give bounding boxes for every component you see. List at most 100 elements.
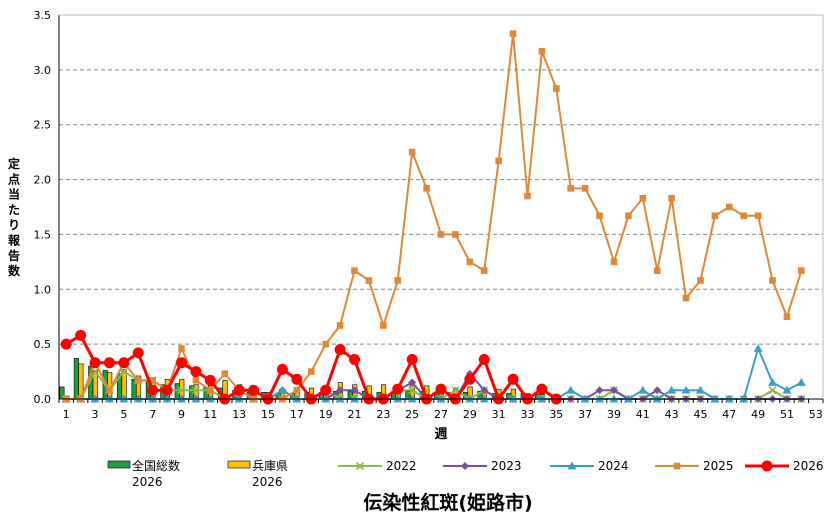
data-point bbox=[75, 329, 87, 341]
x-tick-label: 13 bbox=[232, 408, 246, 421]
data-point bbox=[495, 157, 502, 165]
data-point bbox=[782, 385, 792, 394]
x-tick-label: 7 bbox=[149, 408, 156, 421]
data-point bbox=[697, 277, 704, 284]
data-point bbox=[406, 354, 418, 366]
data-point bbox=[336, 386, 345, 395]
data-point bbox=[580, 394, 590, 403]
legend-label: 2026 bbox=[793, 459, 824, 473]
x-tick-label: 21 bbox=[348, 408, 362, 421]
data-point bbox=[132, 347, 144, 359]
x-tick-label: 37 bbox=[578, 408, 592, 421]
data-point bbox=[161, 384, 173, 396]
legend-item: 2022 bbox=[338, 459, 417, 473]
data-point bbox=[233, 384, 245, 396]
legend-label: 2024 bbox=[598, 459, 629, 473]
data-point bbox=[553, 85, 560, 92]
data-point bbox=[508, 394, 518, 403]
x-tick-label: 15 bbox=[261, 408, 275, 421]
x-tick-label: 41 bbox=[636, 408, 650, 421]
legend-item: 2024 bbox=[550, 459, 629, 473]
data-point bbox=[336, 322, 344, 329]
data-point bbox=[351, 267, 358, 274]
data-point bbox=[768, 386, 777, 395]
data-point bbox=[320, 384, 332, 396]
data-point bbox=[595, 386, 604, 395]
data-point bbox=[321, 394, 331, 403]
data-point bbox=[783, 313, 791, 321]
legend-item: 2026 bbox=[745, 459, 824, 473]
data-point bbox=[162, 394, 172, 403]
data-point bbox=[711, 212, 719, 220]
x-tick-label: 53 bbox=[809, 408, 823, 421]
data-point bbox=[673, 462, 681, 470]
x-tick-label: 11 bbox=[203, 408, 217, 421]
y-tick-label: 0.0 bbox=[34, 393, 52, 406]
data-point bbox=[652, 394, 662, 403]
data-point bbox=[176, 357, 188, 369]
y-tick-label: 2.0 bbox=[34, 174, 52, 187]
data-point bbox=[322, 340, 329, 348]
legend-swatch bbox=[227, 460, 251, 469]
x-tick-label: 51 bbox=[780, 408, 794, 421]
data-point bbox=[769, 277, 776, 284]
legend-item: 全国総数 2026 bbox=[107, 458, 180, 489]
data-point bbox=[436, 394, 446, 403]
x-tick-label: 9 bbox=[178, 408, 185, 421]
data-point bbox=[567, 461, 577, 470]
data-point bbox=[207, 386, 214, 394]
data-point bbox=[90, 394, 100, 403]
data-point bbox=[798, 267, 805, 274]
data-point bbox=[667, 385, 677, 394]
data-point bbox=[177, 394, 187, 403]
data-point bbox=[393, 394, 403, 403]
x-tick-label: 47 bbox=[722, 408, 736, 421]
data-point bbox=[119, 394, 129, 403]
data-point bbox=[133, 394, 143, 403]
data-point bbox=[695, 385, 705, 394]
legend-item: 2025 bbox=[655, 459, 734, 473]
data-point bbox=[668, 194, 675, 202]
legend-label: 2022 bbox=[386, 459, 417, 473]
data-point bbox=[408, 148, 416, 156]
data-point bbox=[465, 394, 475, 403]
data-point bbox=[435, 383, 447, 395]
data-point bbox=[461, 462, 469, 470]
data-point bbox=[480, 267, 488, 274]
data-point bbox=[177, 386, 186, 395]
data-point bbox=[355, 461, 365, 471]
data-point bbox=[423, 185, 430, 192]
legend-item: 2023 bbox=[443, 459, 522, 473]
data-point bbox=[538, 47, 546, 55]
line-series bbox=[60, 30, 806, 405]
data-point bbox=[394, 277, 402, 284]
data-point bbox=[610, 258, 618, 266]
data-point bbox=[147, 384, 159, 396]
chart-title: 伝染性紅斑(姫路市) bbox=[363, 491, 532, 514]
legend-item: 兵庫県 2026 bbox=[227, 459, 288, 489]
legend-label: 2023 bbox=[491, 459, 522, 473]
legend-label: 2026 bbox=[252, 475, 283, 489]
x-tick-label: 35 bbox=[549, 408, 563, 421]
x-axis-ticks: 1 3 5 7 9 11 13 15 17 19 21 23 25 27 29 31 33 35 37 39 41 43 4… bbox=[63, 408, 823, 421]
data-point bbox=[509, 30, 517, 37]
data-point bbox=[191, 386, 201, 395]
x-tick-label: 1 bbox=[63, 408, 70, 421]
data-point bbox=[307, 368, 315, 375]
data-point bbox=[191, 394, 201, 403]
x-tick-label: 27 bbox=[434, 408, 448, 421]
data-point bbox=[653, 267, 661, 274]
data-point bbox=[192, 377, 200, 384]
legend: 全国総数 2026 兵庫県 2026 2022 2023 2024 2025 2026 bbox=[107, 458, 824, 489]
data-point bbox=[60, 338, 72, 350]
x-tick-label: 45 bbox=[693, 408, 707, 421]
data-point bbox=[536, 383, 548, 395]
data-point bbox=[190, 366, 202, 378]
data-point bbox=[507, 373, 519, 385]
data-point bbox=[452, 231, 459, 238]
legend-swatch bbox=[107, 460, 131, 469]
y-tick-label: 2.5 bbox=[34, 119, 52, 132]
data-point bbox=[89, 357, 101, 369]
x-tick-label: 31 bbox=[492, 408, 506, 421]
